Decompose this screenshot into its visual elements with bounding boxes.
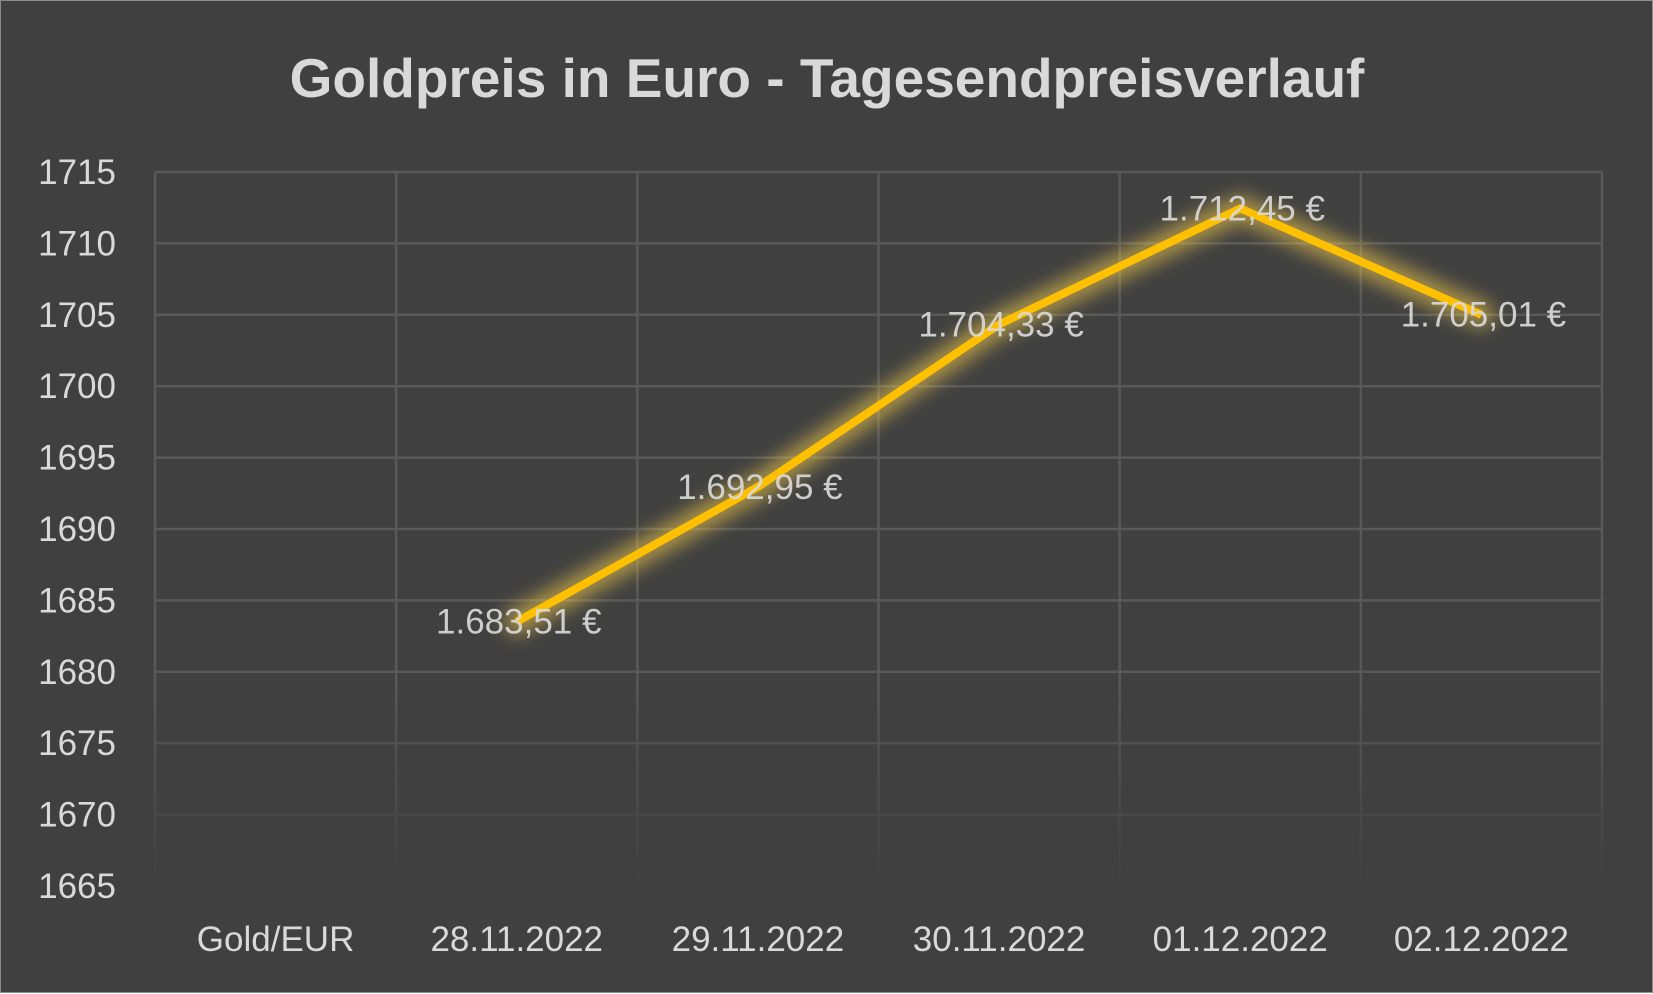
data-label: 1.712,45 € xyxy=(1160,189,1325,228)
y-tick-label: 1675 xyxy=(38,724,116,763)
grid-fade xyxy=(153,672,1604,888)
series-line xyxy=(517,208,1482,621)
x-tick-label: 30.11.2022 xyxy=(913,920,1086,959)
x-tick-label: 02.12.2022 xyxy=(1394,920,1569,959)
x-tick-label: 28.11.2022 xyxy=(430,920,603,959)
y-tick-label: 1705 xyxy=(38,296,116,335)
series-glow xyxy=(517,208,1482,621)
y-tick-label: 1665 xyxy=(38,867,116,906)
y-tick-label: 1710 xyxy=(38,224,116,263)
x-tick-label: Gold/EUR xyxy=(197,920,355,959)
x-tick-label: 29.11.2022 xyxy=(672,920,845,959)
y-tick-label: 1690 xyxy=(38,510,116,549)
y-axis-ticks: 1715 1710 1705 1700 1695 1690 1685 1680 1675 1670… xyxy=(38,153,116,906)
y-tick-label: 1670 xyxy=(38,796,116,835)
y-tick-label: 1700 xyxy=(38,367,116,406)
data-label: 1.704,33 € xyxy=(918,305,1083,344)
chart-title: Goldpreis in Euro - Tagesendpreisverlauf xyxy=(290,47,1365,109)
x-axis-ticks: Gold/EUR 28.11.2022 29.11.2022 30.11.2022 01… xyxy=(197,920,1569,959)
series-gold-price xyxy=(517,208,1482,621)
data-label: 1.692,95 € xyxy=(677,468,842,507)
y-tick-label: 1695 xyxy=(38,439,116,478)
x-tick-label: 01.12.2022 xyxy=(1153,920,1328,959)
y-tick-label: 1680 xyxy=(38,653,116,692)
y-tick-label: 1715 xyxy=(38,153,116,192)
y-tick-label: 1685 xyxy=(38,581,116,620)
data-label: 1.683,51 € xyxy=(436,603,601,642)
data-label: 1.705,01 € xyxy=(1401,296,1566,335)
